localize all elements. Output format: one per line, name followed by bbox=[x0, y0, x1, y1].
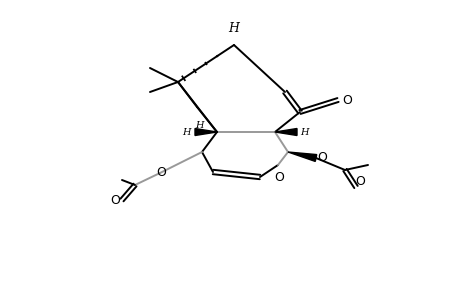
Text: O: O bbox=[316, 151, 326, 164]
Text: O: O bbox=[110, 194, 120, 206]
Text: O: O bbox=[274, 171, 283, 184]
Text: H: H bbox=[228, 22, 239, 35]
Text: H: H bbox=[195, 121, 203, 130]
Text: O: O bbox=[341, 94, 351, 106]
Text: O: O bbox=[156, 167, 166, 179]
Text: H: H bbox=[182, 128, 190, 136]
Text: H: H bbox=[299, 128, 308, 136]
Polygon shape bbox=[195, 128, 217, 136]
Polygon shape bbox=[274, 128, 297, 136]
Text: O: O bbox=[354, 175, 364, 188]
Polygon shape bbox=[287, 152, 316, 161]
